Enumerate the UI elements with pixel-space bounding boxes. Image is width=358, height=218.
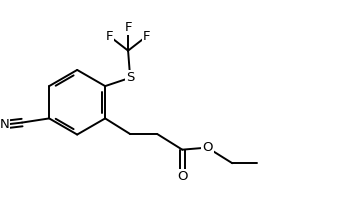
Text: F: F [106,30,113,43]
Text: O: O [177,170,188,183]
Text: S: S [126,71,134,84]
Text: F: F [124,21,132,34]
Text: O: O [202,141,213,154]
Text: N: N [0,118,9,131]
Text: F: F [143,30,151,43]
